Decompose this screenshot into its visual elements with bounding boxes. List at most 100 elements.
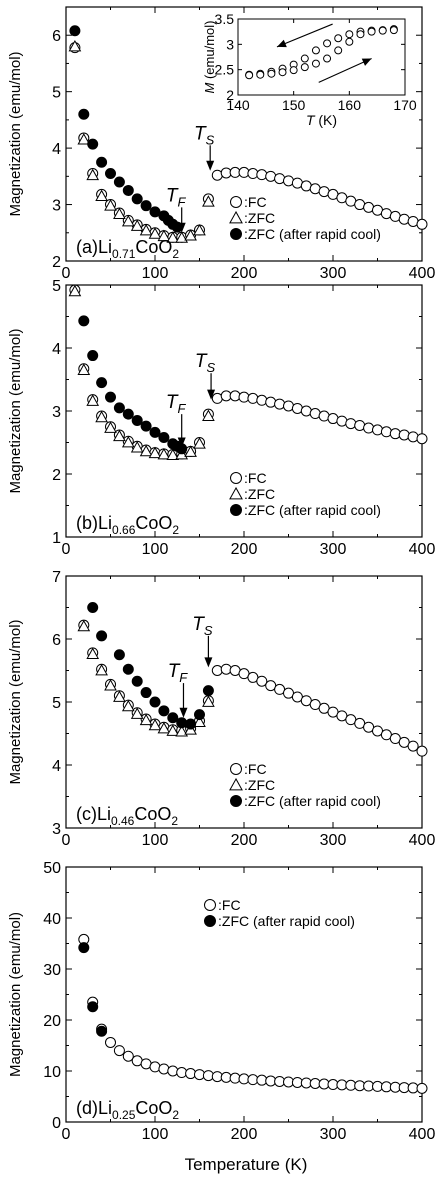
inset-x-tick-label: 150 (282, 97, 306, 113)
data-point (139, 713, 153, 726)
annotation-ts: TS (195, 351, 216, 400)
data-point (78, 942, 90, 954)
annotation-tf: TF (166, 392, 187, 448)
data-point (265, 396, 277, 408)
data-point (122, 1050, 134, 1062)
x-tick-label: 100 (142, 1126, 169, 1143)
inset-data-point (323, 39, 332, 48)
y-tick-label: 3 (52, 198, 61, 215)
y-tick-label: 6 (52, 632, 61, 649)
data-point (238, 166, 250, 178)
y-tick-label: 30 (43, 962, 61, 979)
y-tick-label: 1 (52, 530, 61, 547)
legend-marker (230, 472, 242, 484)
legend-marker (230, 196, 242, 208)
data-point (398, 213, 410, 225)
data-point (78, 315, 90, 327)
data-point (69, 25, 81, 37)
y-tick-label: 3 (52, 404, 61, 421)
data-point (131, 193, 143, 205)
data-point (247, 168, 259, 180)
data-point (105, 1036, 116, 1048)
data-point (416, 745, 428, 757)
inset-heating-arrow-line (318, 58, 372, 83)
inset-data-point (378, 26, 387, 35)
data-point (416, 1082, 428, 1094)
data-point (105, 168, 116, 180)
data-point (96, 1025, 108, 1037)
legend-label: :ZFC (after rapid cool) (244, 226, 381, 242)
data-point (274, 398, 286, 410)
data-point (158, 1063, 170, 1075)
annotation-arrow-head (179, 707, 188, 718)
annotation-label: TS (192, 614, 213, 638)
annotation-ts: TS (194, 123, 215, 171)
inset-x-tick-label: 160 (338, 97, 362, 113)
data-point (157, 447, 171, 460)
data-point (139, 444, 153, 457)
series-zfc (68, 39, 215, 243)
data-point (122, 663, 134, 675)
inset-x-tick-label: 140 (226, 97, 250, 113)
inset-y-tick-label: 2 (226, 87, 234, 103)
x-tick-label: 300 (320, 1126, 347, 1143)
legend-label: :ZFC (244, 777, 275, 793)
legend-marker (230, 795, 242, 807)
x-tick-label: 0 (62, 832, 71, 849)
legend-marker (229, 210, 243, 224)
y-tick-label: 5 (52, 695, 61, 712)
y-tick-label: 40 (43, 911, 61, 928)
data-point (407, 431, 419, 443)
data-point (202, 195, 215, 207)
annotation-label: TF (166, 185, 187, 209)
data-point (87, 1001, 99, 1013)
x-tick-label: 200 (231, 541, 258, 558)
inset-x-axis-label: T (K) (306, 112, 337, 128)
data-point (148, 718, 162, 731)
legend-label: :FC (244, 761, 267, 777)
x-tick-label: 200 (231, 1126, 258, 1143)
data-point (77, 619, 91, 632)
panel-label: (b)Li0.66CoO2 (76, 513, 179, 537)
y-tick-label: 2 (52, 467, 61, 484)
data-point (149, 206, 161, 218)
y-tick-label: 0 (52, 1115, 61, 1132)
data-point (104, 679, 117, 691)
data-point (130, 219, 144, 231)
inset-series-heating (245, 26, 398, 80)
inset-cooling-arrow-head (276, 39, 287, 48)
data-point (167, 712, 179, 724)
inset-chart: 140 150 160 170 2 2.5 3 3.5 T (K) M (emu/mol) (202, 11, 417, 128)
x-tick-label: 200 (231, 832, 258, 849)
y-tick-label: 10 (43, 1064, 61, 1081)
x-tick-label: 200 (231, 265, 258, 282)
legend-marker (230, 228, 242, 240)
y-axis-label: Magnetization (emu/mol) (7, 328, 24, 493)
x-tick-label: 300 (320, 265, 347, 282)
data-point (202, 409, 215, 421)
y-axis-label: Magnetization (emu/mol) (7, 51, 24, 216)
legend: :FC:ZFC (after rapid cool) (204, 897, 355, 929)
data-point (113, 429, 126, 442)
inset-cooling-arrow-line (276, 23, 333, 48)
inset-data-point (345, 30, 354, 39)
data-point (176, 717, 188, 729)
legend-marker (204, 915, 216, 927)
data-point (202, 695, 215, 707)
inset-data-point (289, 66, 298, 75)
x-tick-label: 400 (409, 541, 436, 558)
data-point (345, 418, 357, 430)
data-point (211, 665, 223, 676)
data-point (166, 724, 180, 736)
x-tick-label: 100 (142, 265, 169, 282)
y-tick-label: 20 (43, 1013, 61, 1030)
legend-label: :ZFC (244, 486, 275, 502)
data-point (372, 424, 383, 436)
data-point (158, 431, 170, 443)
inset-data-point (256, 70, 265, 79)
legend-marker (229, 777, 243, 791)
x-tick-label: 300 (320, 832, 347, 849)
data-point (166, 231, 180, 243)
data-point (238, 391, 250, 403)
